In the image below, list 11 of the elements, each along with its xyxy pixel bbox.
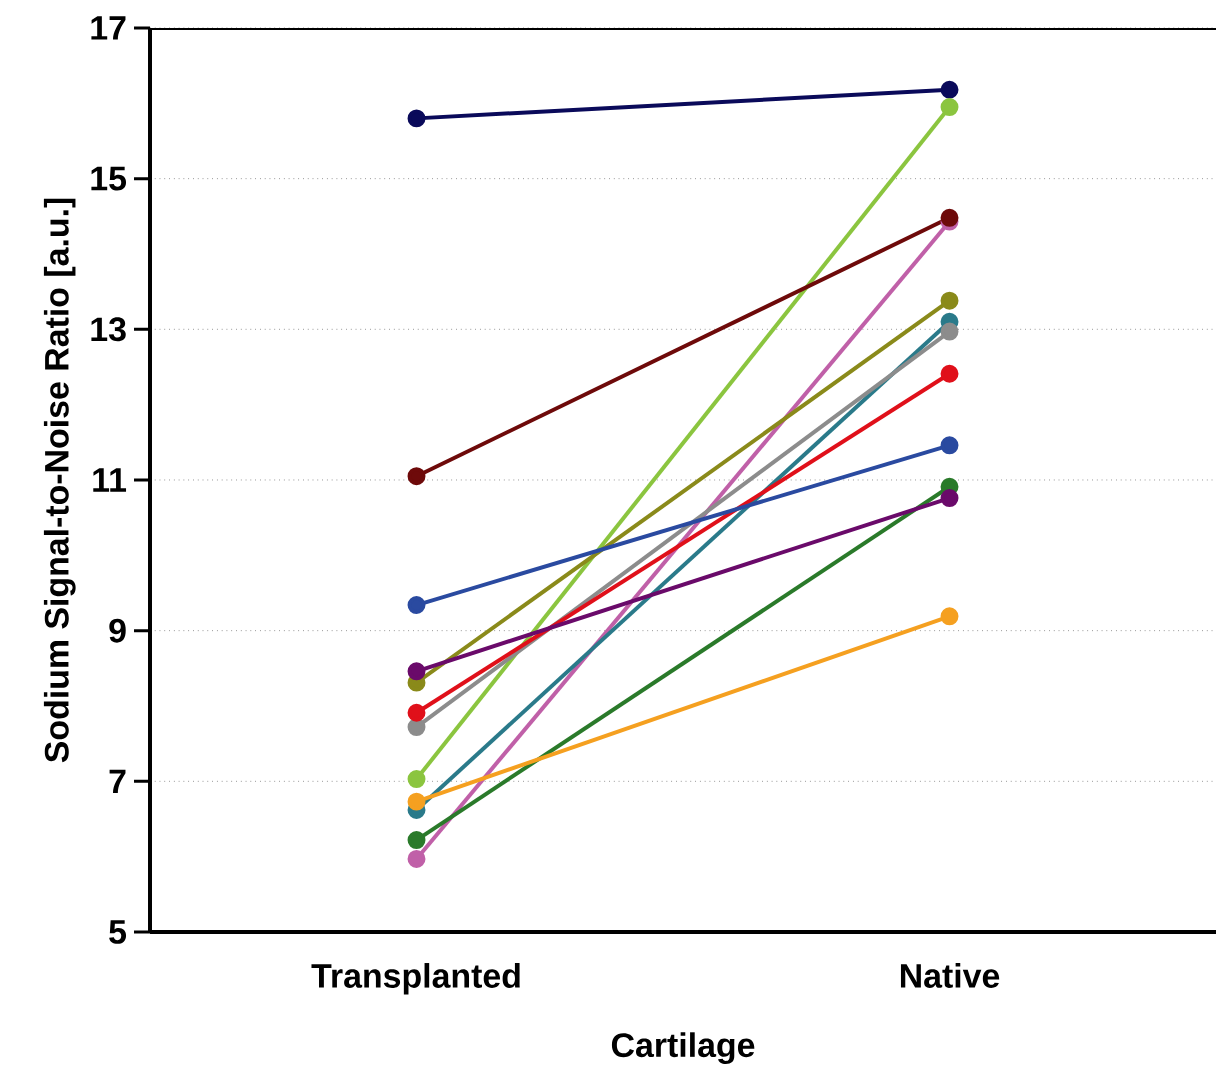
x-tick-label: Transplanted — [311, 963, 520, 995]
y-tick-label: 11 — [93, 468, 127, 492]
y-axis-title: Sodium Signal-to-Noise Ratio [a.u.] — [43, 198, 76, 763]
y-tick-label: 9 — [109, 618, 126, 643]
y-tick-label: 17 — [91, 16, 126, 40]
x-axis-title: Cartilage — [611, 1032, 755, 1065]
y-tick-label: 5 — [109, 920, 127, 944]
y-tick-label: 7 — [109, 769, 126, 793]
y-tick-label: 15 — [91, 166, 127, 191]
x-tick-label: Native — [900, 963, 1000, 988]
y-tick-label: 13 — [91, 317, 126, 342]
